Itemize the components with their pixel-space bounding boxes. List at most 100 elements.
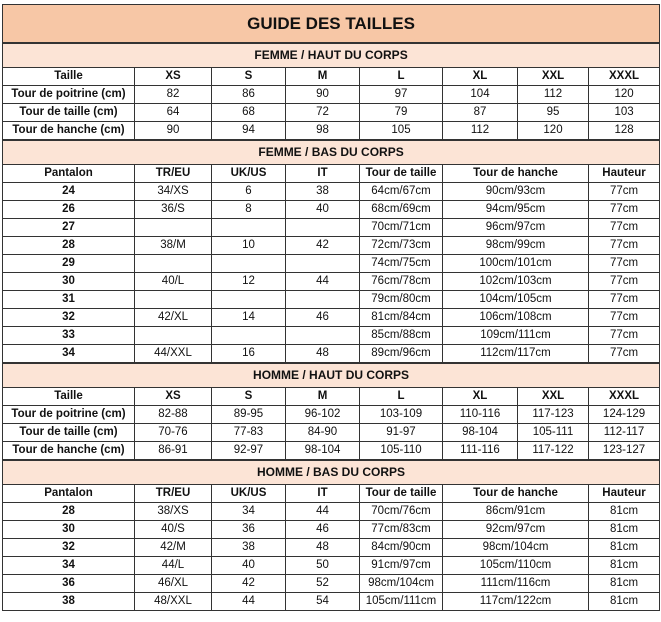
- table-cell: 81cm: [587, 520, 661, 539]
- table-row: 31 79cm/80cm 104cm/105cm 77cm: [2, 290, 661, 309]
- table-row: Tour de poitrine (cm) 82-88 89-95 96-102 103…: [2, 405, 661, 424]
- table-cell: 84-90: [285, 423, 360, 442]
- table-cell: [211, 254, 286, 273]
- row-label: 36: [2, 574, 135, 593]
- table-cell: 70cm/71cm: [359, 218, 443, 237]
- column-header: UK/US: [211, 164, 286, 183]
- table-cell: [211, 290, 286, 309]
- row-label: 34: [2, 556, 135, 575]
- column-header: TR/EU: [134, 164, 212, 183]
- section-heading-row: HOMME / HAUT DU CORPS: [1, 362, 661, 388]
- table-cell: 97: [359, 85, 443, 104]
- row-label: 33: [2, 326, 135, 345]
- row-label: 32: [2, 308, 135, 327]
- table-row: 29 74cm/75cm 100cm/101cm 77cm: [2, 254, 661, 273]
- section-heading: FEMME / BAS DU CORPS: [1, 139, 661, 165]
- table-cell: 82: [134, 85, 212, 104]
- column-header: M: [285, 67, 360, 86]
- column-header-row: Pantalon TR/EU UK/US IT Tour de taille Tour d…: [2, 164, 661, 183]
- table-cell: 123-127: [587, 441, 661, 461]
- table-row: Tour de taille (cm) 70-76 77-83 84-90 91-97 9…: [2, 423, 661, 442]
- row-label: 28: [2, 502, 135, 521]
- table-cell: 117cm/122cm: [442, 592, 589, 611]
- table-cell: 77cm: [587, 254, 661, 273]
- table-cell: 111cm/116cm: [442, 574, 589, 593]
- table-row: 33 85cm/88cm 109cm/111cm 77cm: [2, 326, 661, 345]
- table-cell: 50: [285, 556, 360, 575]
- table-cell: 38/M: [134, 236, 212, 255]
- table-cell: 105cm/110cm: [442, 556, 589, 575]
- table-cell: [285, 290, 360, 309]
- table-row: Tour de hanche (cm) 90 94 98 105 112 120 128: [2, 121, 661, 141]
- table-cell: 96-102: [285, 405, 360, 424]
- table-row: Tour de poitrine (cm) 82 86 90 97 104 112 120: [2, 85, 661, 104]
- table-cell: 92cm/97cm: [442, 520, 589, 539]
- table-cell: 102cm/103cm: [442, 272, 589, 291]
- table-cell: 103: [587, 103, 661, 122]
- row-label: 28: [2, 236, 135, 255]
- table-cell: 89-95: [211, 405, 286, 424]
- table-row: 36 46/XL 42 52 98cm/104cm 111cm/116cm 81cm: [2, 574, 661, 593]
- table-cell: 72: [285, 103, 360, 122]
- column-header: Tour de taille: [359, 484, 443, 503]
- table-cell: 110-116: [442, 405, 518, 424]
- column-header: L: [359, 387, 443, 406]
- table-cell: 36/S: [134, 200, 212, 219]
- table-cell: 84cm/90cm: [359, 538, 443, 557]
- table-row: 34 44/XXL 16 48 89cm/96cm 112cm/117cm 77cm: [2, 344, 661, 364]
- table-cell: 44/L: [134, 556, 212, 575]
- table-cell: 98-104: [285, 441, 360, 461]
- table-cell: 77cm/83cm: [359, 520, 443, 539]
- column-header: XL: [442, 67, 518, 86]
- table-cell: 96cm/97cm: [442, 218, 589, 237]
- table-cell: 109cm/111cm: [442, 326, 589, 345]
- table-cell: 40: [211, 556, 286, 575]
- table-cell: 95: [517, 103, 589, 122]
- table-cell: 86-91: [134, 441, 212, 461]
- table-cell: 64: [134, 103, 212, 122]
- table-cell: 77cm: [587, 200, 661, 219]
- column-header: Tour de hanche: [442, 164, 589, 183]
- table-cell: [285, 218, 360, 237]
- column-header: Taille: [2, 387, 135, 406]
- column-header: S: [211, 387, 286, 406]
- table-cell: [211, 218, 286, 237]
- column-header: UK/US: [211, 484, 286, 503]
- table-cell: 105-111: [517, 423, 589, 442]
- table-cell: 12: [211, 272, 286, 291]
- table-cell: 90: [285, 85, 360, 104]
- row-label: Tour de taille (cm): [2, 423, 135, 442]
- table-cell: 86cm/91cm: [442, 502, 589, 521]
- table-cell: [211, 326, 286, 345]
- table-cell: 68: [211, 103, 286, 122]
- table-cell: 48: [285, 538, 360, 557]
- table-row: 30 40/S 36 46 77cm/83cm 92cm/97cm 81cm: [2, 520, 661, 539]
- column-header: XS: [134, 387, 212, 406]
- table-cell: 98-104: [442, 423, 518, 442]
- row-label: 32: [2, 538, 135, 557]
- table-cell: 46/XL: [134, 574, 212, 593]
- table-row: 32 42/M 38 48 84cm/90cm 98cm/104cm 81cm: [2, 538, 661, 557]
- column-header: TR/EU: [134, 484, 212, 503]
- column-header: XL: [442, 387, 518, 406]
- table-cell: 16: [211, 344, 286, 364]
- table-cell: 100cm/101cm: [442, 254, 589, 273]
- row-label: Tour de taille (cm): [2, 103, 135, 122]
- table-cell: 40/S: [134, 520, 212, 539]
- table-cell: 42: [285, 236, 360, 255]
- table-cell: 120: [517, 121, 589, 141]
- row-label: 26: [2, 200, 135, 219]
- table-cell: 128: [587, 121, 661, 141]
- column-header-row: Taille XS S M L XL XXL XXXL: [2, 67, 661, 86]
- column-header: L: [359, 67, 443, 86]
- table-cell: 81cm: [587, 556, 661, 575]
- column-header: IT: [285, 484, 360, 503]
- column-header: M: [285, 387, 360, 406]
- section-heading-row: FEMME / HAUT DU CORPS: [1, 42, 661, 68]
- table-cell: 77cm: [587, 326, 661, 345]
- table-cell: 106cm/108cm: [442, 308, 589, 327]
- section-heading-row: FEMME / BAS DU CORPS: [1, 139, 661, 165]
- column-header: XS: [134, 67, 212, 86]
- table-cell: 117-122: [517, 441, 589, 461]
- table-row: 28 38/XS 34 44 70cm/76cm 86cm/91cm 81cm: [2, 502, 661, 521]
